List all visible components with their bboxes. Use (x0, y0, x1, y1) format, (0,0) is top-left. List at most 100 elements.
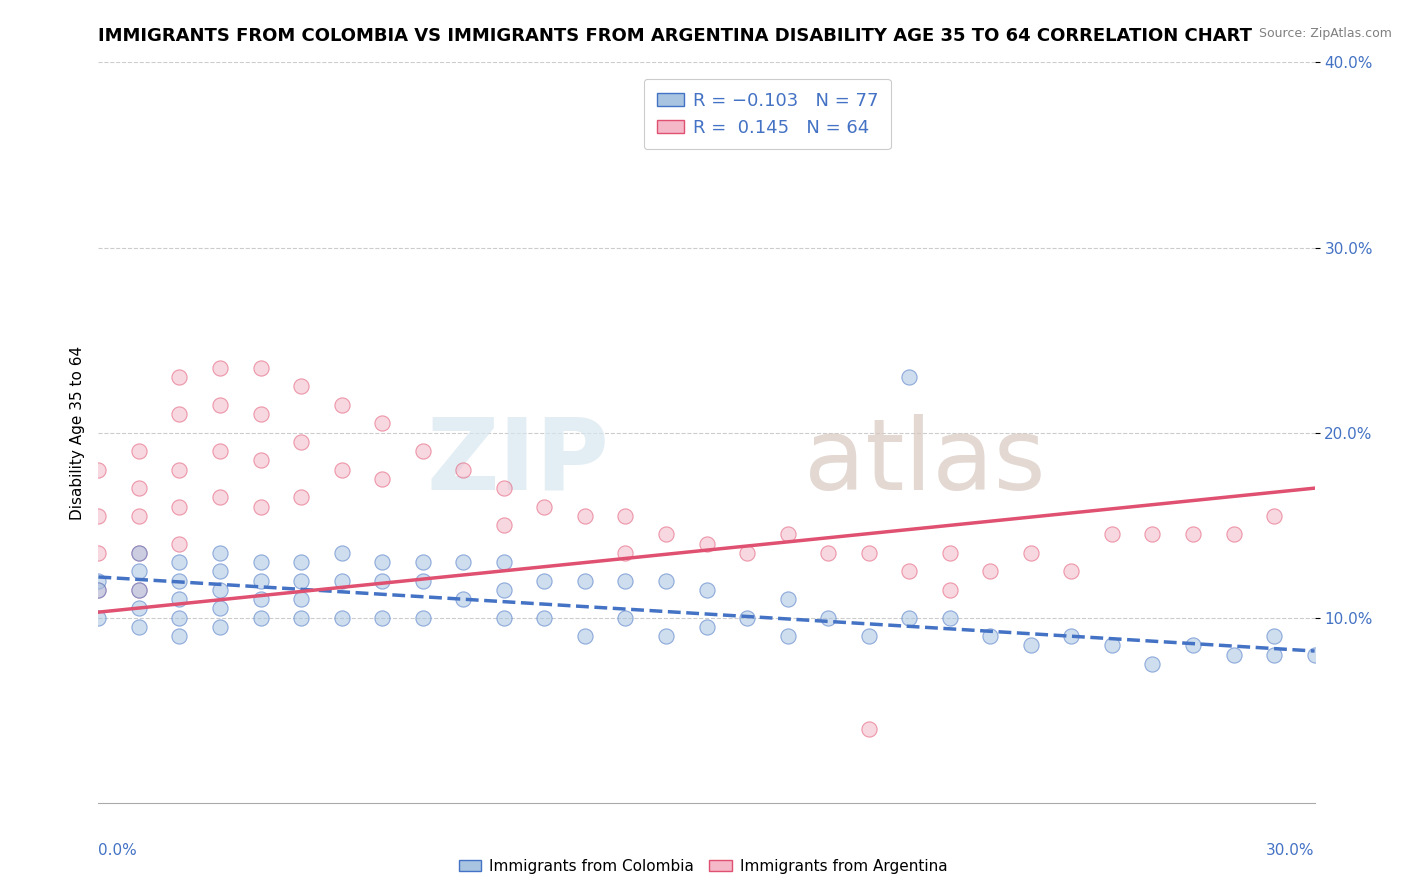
Point (128, 565, 150, 579)
Legend: R = −0.103   N = 77, R =  0.145   N = 64: R = −0.103 N = 77, R = 0.145 N = 64 (644, 78, 891, 149)
Point (1060, 629, 1083, 643)
Point (128, 546, 150, 560)
Point (1142, 527, 1164, 541)
Point (696, 582, 718, 597)
Point (533, 610, 555, 624)
Point (128, 582, 150, 597)
Point (249, 500, 271, 514)
Point (249, 610, 271, 624)
Point (735, 610, 758, 624)
Point (169, 370, 191, 384)
Point (858, 546, 880, 560)
Point (453, 462, 475, 476)
Point (574, 574, 596, 588)
Point (533, 500, 555, 514)
Point (87, 508, 110, 523)
Point (330, 546, 353, 560)
Point (169, 462, 191, 476)
Point (817, 546, 839, 560)
Point (412, 444, 434, 458)
Point (939, 546, 962, 560)
Point (169, 536, 191, 550)
Point (1222, 648, 1244, 662)
Point (290, 555, 312, 569)
Point (249, 555, 271, 569)
Y-axis label: Disability Age 35 to 64: Disability Age 35 to 64 (69, 345, 84, 520)
Point (290, 379, 312, 393)
Point (209, 491, 232, 505)
Point (939, 610, 962, 624)
Point (209, 601, 232, 615)
Point (574, 629, 596, 643)
Point (776, 629, 799, 643)
Text: 30.0%: 30.0% (1267, 843, 1315, 858)
Point (249, 592, 271, 607)
Point (209, 565, 232, 579)
Point (87, 582, 110, 597)
Point (128, 508, 150, 523)
Point (128, 546, 150, 560)
Point (655, 629, 678, 643)
Point (128, 444, 150, 458)
Point (492, 518, 515, 533)
Point (858, 722, 880, 736)
Point (898, 610, 921, 624)
Point (453, 555, 475, 569)
Point (371, 610, 394, 624)
Point (776, 527, 799, 541)
Point (169, 500, 191, 514)
Point (696, 536, 718, 550)
Point (371, 555, 394, 569)
Point (87, 610, 110, 624)
Point (939, 582, 962, 597)
Point (87, 582, 110, 597)
Text: atlas: atlas (804, 414, 1046, 511)
Point (614, 508, 637, 523)
Point (128, 601, 150, 615)
Point (492, 481, 515, 495)
Point (169, 407, 191, 421)
Point (412, 574, 434, 588)
Point (1303, 648, 1326, 662)
Point (1019, 546, 1042, 560)
Point (249, 407, 271, 421)
Point (1142, 657, 1164, 671)
Point (655, 574, 678, 588)
Text: Source: ZipAtlas.com: Source: ZipAtlas.com (1258, 27, 1392, 40)
Point (169, 592, 191, 607)
Point (330, 574, 353, 588)
Point (290, 491, 312, 505)
Point (696, 620, 718, 634)
Point (249, 574, 271, 588)
Point (1182, 527, 1205, 541)
Point (614, 574, 637, 588)
Point (492, 610, 515, 624)
Point (574, 508, 596, 523)
Point (492, 582, 515, 597)
Point (128, 582, 150, 597)
Point (330, 610, 353, 624)
Point (655, 527, 678, 541)
Point (290, 434, 312, 449)
Point (412, 610, 434, 624)
Point (87, 546, 110, 560)
Legend: Immigrants from Colombia, Immigrants from Argentina: Immigrants from Colombia, Immigrants fro… (453, 853, 953, 880)
Point (209, 444, 232, 458)
Point (614, 610, 637, 624)
Point (371, 574, 394, 588)
Text: 0.0%: 0.0% (98, 843, 138, 858)
Point (979, 629, 1001, 643)
Point (169, 610, 191, 624)
Point (290, 610, 312, 624)
Point (898, 565, 921, 579)
Point (330, 462, 353, 476)
Point (858, 629, 880, 643)
Point (209, 582, 232, 597)
Point (169, 629, 191, 643)
Point (412, 555, 434, 569)
Point (330, 398, 353, 412)
Text: IMMIGRANTS FROM COLOMBIA VS IMMIGRANTS FROM ARGENTINA DISABILITY AGE 35 TO 64 CO: IMMIGRANTS FROM COLOMBIA VS IMMIGRANTS F… (98, 27, 1253, 45)
Point (979, 565, 1001, 579)
Point (1182, 639, 1205, 653)
Point (1101, 639, 1123, 653)
